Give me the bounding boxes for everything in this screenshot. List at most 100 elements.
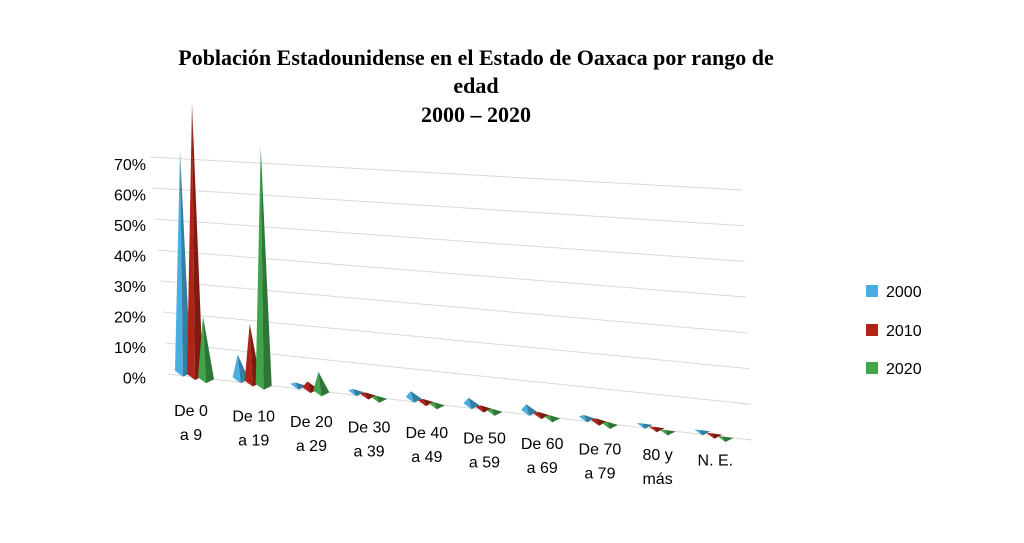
bar-face-left	[521, 404, 530, 416]
bar-face-left	[255, 147, 264, 390]
bar-face-left	[244, 323, 253, 387]
bar-face-right	[376, 395, 388, 403]
x-category-label: 80 y más	[642, 447, 672, 488]
bar-face-left	[360, 392, 369, 400]
y-tick-label: 40%	[114, 249, 146, 266]
x-category-label: De 20 a 29	[290, 414, 333, 455]
bar-face-left	[348, 388, 357, 397]
gridline	[155, 218, 745, 262]
x-category-label: De 60 a 69	[521, 436, 564, 477]
bar-2020-8	[659, 429, 676, 436]
bar-face-left	[659, 429, 668, 436]
gridline	[152, 187, 744, 227]
bar-face-right	[699, 429, 711, 436]
bar-2000-9	[694, 429, 711, 436]
x-category-label: De 50 a 59	[463, 431, 506, 472]
chart-title-line-2: edad	[453, 73, 498, 98]
bar-2010-0	[187, 103, 203, 381]
bar-face-right	[318, 371, 330, 397]
bar-2010-3	[360, 392, 377, 400]
bar-face-left	[463, 397, 472, 410]
bar-2010-5	[475, 405, 492, 413]
bar-2010-6	[533, 411, 550, 420]
bar-2000-7	[578, 415, 595, 423]
bar-face-left	[175, 151, 183, 377]
y-tick-label: 10%	[114, 340, 146, 357]
bar-face-right	[595, 418, 607, 426]
y-tick-label: 60%	[114, 188, 146, 205]
legend-swatch	[866, 285, 878, 297]
bar-2020-4	[428, 402, 445, 410]
bar-2010-9	[706, 432, 723, 439]
bar-2000-2	[290, 382, 307, 390]
x-category-label: N. E.	[698, 453, 734, 470]
bar-face-left	[313, 371, 322, 397]
gridlines	[149, 156, 753, 441]
bar-face-right	[583, 415, 595, 423]
bar-2020-9	[717, 435, 734, 442]
bar-face-left	[486, 408, 495, 416]
bar-2000-8	[636, 422, 653, 429]
y-tick-label: 70%	[114, 157, 146, 174]
bar-2010-8	[648, 426, 665, 433]
bar-face-left	[601, 421, 610, 429]
legend-swatch	[866, 324, 878, 336]
bar-face-right	[606, 421, 618, 429]
bar-face-right	[538, 411, 550, 420]
legend-swatch	[866, 362, 878, 374]
x-category-label: De 70 a 79	[579, 442, 622, 483]
bar-face-right	[192, 103, 203, 381]
bar-face-left	[694, 429, 703, 436]
gridline	[157, 249, 747, 298]
y-tick-label: 20%	[114, 310, 146, 327]
bar-2000-3	[348, 388, 365, 397]
bar-face-left	[302, 381, 311, 394]
y-tick-label: 30%	[114, 279, 146, 296]
bar-face-left	[717, 435, 726, 442]
bar-face-right	[722, 436, 734, 442]
bar-2010-4	[417, 398, 434, 407]
bar-face-right	[203, 316, 214, 384]
bar-2010-7	[590, 418, 607, 426]
legend-label: 2020	[886, 361, 922, 378]
bar-2020-3	[371, 395, 388, 403]
gridline	[149, 156, 743, 191]
bar-face-left	[533, 411, 542, 420]
y-axis-ticks: 70% 60% 50% 40% 30% 20% 10% 0%	[114, 157, 146, 388]
bar-face-left	[198, 316, 206, 384]
bar-face-right	[480, 405, 492, 413]
legend-item-2000: 2000	[866, 284, 922, 301]
bar-face-right	[295, 382, 307, 390]
bar-face-right	[422, 398, 434, 407]
bar-face-right	[433, 402, 445, 410]
bar-2020-2	[313, 371, 330, 397]
bar-face-left	[405, 391, 414, 403]
y-tick-label: 0%	[123, 371, 146, 388]
bar-2020-7	[601, 421, 618, 429]
x-category-label: De 10 a 19	[232, 409, 275, 450]
legend-label: 2000	[886, 284, 922, 301]
chart-title-line-1: Población Estadounidense en el Estado de…	[178, 45, 774, 70]
bar-2020-1	[255, 147, 272, 390]
bar-face-left	[290, 382, 299, 390]
bar-face-right	[260, 147, 272, 390]
bar-face-right	[711, 433, 723, 439]
bar-face-right	[653, 426, 665, 433]
legend-item-2020: 2020	[866, 361, 922, 378]
bar-face-left	[371, 395, 380, 403]
chart-title-line-3: 2000 – 2020	[421, 102, 531, 127]
y-tick-label: 50%	[114, 218, 146, 235]
bar-face-left	[706, 432, 715, 439]
bar-face-left	[417, 398, 426, 407]
bar-face-right	[491, 408, 503, 416]
gridline	[160, 280, 748, 334]
bar-face-right	[641, 423, 653, 429]
bar-face-right	[664, 429, 676, 436]
bar-face-right	[365, 392, 377, 400]
bar-face-left	[428, 402, 437, 410]
bar-face-left	[544, 415, 553, 423]
bar-face-right	[549, 415, 561, 423]
bar-face-left	[590, 418, 599, 426]
legend-label: 2010	[886, 323, 922, 340]
